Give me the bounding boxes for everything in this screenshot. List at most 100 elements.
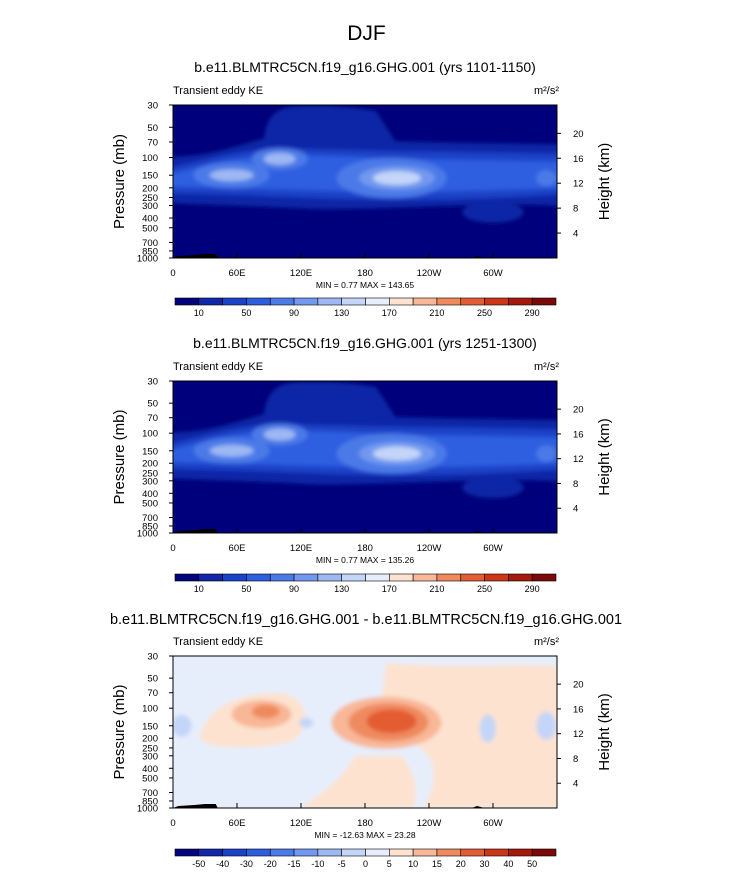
colorbar-swatch xyxy=(412,573,438,582)
colorbar-swatch xyxy=(389,848,414,857)
colorbar-swatch xyxy=(246,297,271,306)
ytick-label: 850 xyxy=(142,796,158,807)
colorbar-swatch xyxy=(365,848,390,857)
panel-2: b.e11.BLMTRC5CN.f19_g16.GHG.001 (yrs 125… xyxy=(111,335,613,594)
ytick-label: 150 xyxy=(142,446,158,457)
ytick-label: 1000 xyxy=(137,804,158,815)
colorbar-label: 10 xyxy=(194,308,204,318)
colorbar-swatch xyxy=(412,297,438,306)
xtick-label: 120W xyxy=(417,268,442,279)
y2tick-label: 4 xyxy=(573,229,578,240)
ytick-label: 70 xyxy=(147,413,158,424)
y2tick-label: 12 xyxy=(573,179,584,190)
colorbar-swatch xyxy=(389,573,414,582)
panel-units: m²/s² xyxy=(534,636,559,648)
colorbar-label: 50 xyxy=(241,584,251,594)
colorbar-label: 250 xyxy=(477,584,492,594)
colorbar-swatch xyxy=(222,297,247,306)
colorbar-label: -20 xyxy=(264,859,277,869)
colorbar-swatch xyxy=(174,848,200,857)
panel-field-label: Transient eddy KE xyxy=(173,361,263,373)
y2tick-label: 20 xyxy=(573,405,584,416)
xtick-label: 0 xyxy=(170,543,175,554)
colorbar-swatch xyxy=(531,297,557,306)
figure-title: DJF xyxy=(347,22,386,45)
colorbar-label: 130 xyxy=(334,584,349,594)
colorbar-label: 50 xyxy=(241,308,251,318)
panel-title: b.e11.BLMTRC5CN.f19_g16.GHG.001 (yrs 110… xyxy=(194,59,536,75)
y2tick-label: 4 xyxy=(573,779,578,790)
colorbar-swatch xyxy=(269,573,295,582)
xtick-label: 180 xyxy=(357,268,373,279)
stats-text: MIN = -12.63 MAX = 23.28 xyxy=(314,830,415,840)
ytick-label: 500 xyxy=(142,498,158,509)
colorbar-swatch xyxy=(246,848,271,857)
colorbar-label: 50 xyxy=(527,859,537,869)
y2tick-label: 8 xyxy=(573,754,578,765)
colorbar-swatch xyxy=(412,848,438,857)
y2-axis-label: Height (km) xyxy=(596,143,613,221)
colorbar-swatch xyxy=(508,848,533,857)
ytick-label: 70 xyxy=(147,137,158,148)
ytick-label: 400 xyxy=(142,489,158,500)
colorbar-label: -5 xyxy=(338,859,346,869)
y2tick-label: 8 xyxy=(573,479,578,490)
colorbar-swatch xyxy=(222,573,247,582)
ytick-label: 100 xyxy=(142,429,158,440)
ytick-label: 300 xyxy=(142,751,158,762)
colorbar-swatch xyxy=(508,573,533,582)
colorbar-label: 290 xyxy=(525,584,540,594)
ytick-label: 150 xyxy=(142,171,158,182)
ytick-label: 50 xyxy=(147,674,158,685)
colorbar-label: 170 xyxy=(382,308,397,318)
contour-field xyxy=(173,105,557,258)
ytick-label: 50 xyxy=(147,399,158,410)
xtick-label: 60W xyxy=(483,818,503,829)
panel-units: m²/s² xyxy=(534,85,559,97)
colorbar-label: -50 xyxy=(192,859,205,869)
colorbar-label: 210 xyxy=(429,584,444,594)
contour-field xyxy=(173,381,557,533)
ytick-label: 1000 xyxy=(137,529,158,540)
ytick-label: 400 xyxy=(142,214,158,225)
ytick-label: 100 xyxy=(142,153,158,164)
ytick-label: 300 xyxy=(142,201,158,212)
panel-title: b.e11.BLMTRC5CN.f19_g16.GHG.001 - b.e11.… xyxy=(110,612,622,628)
xtick-label: 60W xyxy=(483,268,503,279)
colorbar-swatch xyxy=(531,573,557,582)
colorbar-label: -15 xyxy=(288,859,301,869)
topography xyxy=(173,529,218,533)
colorbar-swatch xyxy=(198,848,223,857)
colorbar-swatch xyxy=(198,297,223,306)
ytick-label: 700 xyxy=(142,513,158,524)
colorbar-label: 130 xyxy=(334,308,349,318)
colorbar-swatch xyxy=(460,848,485,857)
ytick-label: 200 xyxy=(142,734,158,745)
ytick-label: 250 xyxy=(142,193,158,204)
colorbar-label: 170 xyxy=(382,584,397,594)
colorbar-label: 250 xyxy=(477,308,492,318)
colorbar-swatch xyxy=(246,573,271,582)
ytick-label: 500 xyxy=(142,223,158,234)
ytick-label: 250 xyxy=(142,468,158,479)
y2tick-label: 16 xyxy=(573,154,584,165)
ytick-label: 200 xyxy=(142,459,158,470)
stats-text: MIN = 0.77 MAX = 135.26 xyxy=(316,555,415,565)
colorbar-swatch xyxy=(222,848,247,857)
panel-field-label: Transient eddy KE xyxy=(173,85,263,97)
ytick-label: 200 xyxy=(142,183,158,194)
topography xyxy=(173,804,218,808)
ytick-label: 700 xyxy=(142,788,158,799)
y2tick-label: 20 xyxy=(573,680,584,691)
colorbar-label: 40 xyxy=(503,859,513,869)
colorbar-label: 290 xyxy=(525,308,540,318)
xtick-label: 120E xyxy=(290,818,312,829)
ytick-label: 150 xyxy=(142,721,158,732)
xtick-label: 0 xyxy=(170,818,175,829)
y2tick-label: 16 xyxy=(573,704,584,715)
xtick-label: 60E xyxy=(229,543,246,554)
colorbar-swatch xyxy=(365,573,390,582)
colorbar-label: 210 xyxy=(429,308,444,318)
